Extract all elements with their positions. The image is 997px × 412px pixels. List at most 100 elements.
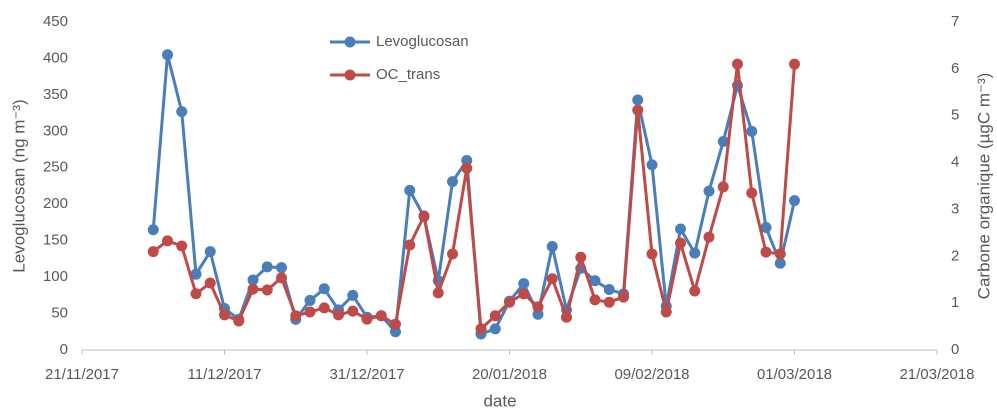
- point: [347, 305, 359, 317]
- point: [646, 159, 658, 171]
- point: [176, 240, 188, 252]
- point: [589, 275, 601, 287]
- x-tick-label: 21/03/2018: [899, 366, 974, 383]
- x-axis-label: date: [483, 391, 516, 410]
- y2-tick-label: 3: [951, 200, 959, 217]
- point: [760, 222, 772, 234]
- point: [732, 58, 743, 70]
- point: [304, 294, 316, 306]
- point: [318, 302, 330, 314]
- x-tick-label: 01/03/2018: [757, 366, 832, 383]
- point: [147, 224, 159, 236]
- point: [204, 277, 216, 289]
- point: [361, 313, 373, 325]
- y-tick-label: 450: [43, 13, 68, 30]
- point: [347, 289, 359, 301]
- point: [176, 106, 188, 118]
- point: [461, 162, 473, 174]
- point: [390, 318, 401, 330]
- point: [261, 284, 273, 296]
- point: [318, 283, 330, 295]
- y2-tick-label: 2: [951, 247, 959, 264]
- point: [432, 287, 444, 299]
- point: [689, 247, 701, 259]
- legend-marker: [344, 69, 356, 81]
- y-tick-label: 0: [60, 341, 68, 358]
- point: [675, 223, 686, 235]
- point: [162, 235, 173, 247]
- point: [390, 326, 401, 338]
- point: [746, 125, 758, 137]
- point: [276, 272, 287, 284]
- point: [575, 251, 587, 263]
- point: [404, 184, 416, 196]
- x-tick-label: 09/02/2018: [614, 366, 689, 383]
- point: [375, 310, 387, 322]
- point: [404, 239, 416, 251]
- point: [233, 315, 245, 327]
- y-tick-label: 350: [43, 86, 68, 103]
- point: [774, 257, 786, 269]
- point: [276, 262, 287, 274]
- point: [632, 104, 644, 116]
- point: [504, 296, 515, 308]
- y2-tick-label: 7: [951, 13, 959, 30]
- point: [789, 195, 800, 207]
- y-tick-label: 100: [43, 268, 68, 285]
- point: [717, 136, 729, 148]
- point: [489, 310, 501, 322]
- point: [190, 268, 202, 280]
- point: [447, 248, 458, 260]
- x-tick-label: 11/12/2017: [188, 366, 262, 383]
- point: [518, 278, 530, 290]
- point: [204, 246, 216, 258]
- point: [247, 283, 259, 295]
- point: [304, 306, 316, 318]
- point: [475, 323, 487, 335]
- x-tick-label: 20/01/2018: [472, 366, 547, 383]
- y-axis-label: Levoglucosan (ng m⁻³): [9, 99, 28, 272]
- point: [447, 176, 458, 188]
- point: [532, 301, 544, 313]
- y-tick-label: 200: [43, 195, 68, 212]
- point: [632, 94, 644, 106]
- y-tick-label: 400: [43, 49, 68, 66]
- point: [333, 309, 344, 321]
- point: [290, 310, 302, 322]
- point: [646, 248, 658, 260]
- point: [589, 294, 601, 306]
- point: [418, 210, 430, 222]
- y2-tick-label: 4: [951, 154, 959, 171]
- point: [147, 246, 159, 258]
- y2-axis-label: Carbone organique (µgC m⁻³): [974, 73, 993, 300]
- y2-tick-label: 1: [951, 294, 959, 311]
- point: [717, 181, 729, 193]
- y2-tick-label: 5: [951, 107, 959, 124]
- point: [546, 240, 558, 252]
- point: [703, 185, 715, 197]
- point: [518, 288, 530, 300]
- y-tick-label: 250: [43, 159, 68, 176]
- point: [561, 311, 572, 323]
- point: [760, 246, 772, 258]
- point: [489, 323, 501, 335]
- point: [190, 288, 202, 300]
- point: [703, 231, 715, 243]
- y-tick-label: 150: [43, 232, 68, 249]
- x-tick-label: 31/12/2017: [329, 366, 404, 383]
- point: [603, 284, 615, 296]
- point: [261, 261, 273, 273]
- point: [660, 306, 672, 318]
- point: [603, 296, 615, 308]
- legend-label: Levoglucosan: [376, 33, 469, 50]
- point: [689, 285, 701, 297]
- point: [746, 187, 758, 199]
- point: [162, 49, 173, 61]
- legend-label: OC_trans: [376, 66, 440, 83]
- y-tick-label: 50: [51, 305, 68, 322]
- point: [546, 273, 558, 285]
- x-tick-label: 21/11/2017: [45, 366, 119, 383]
- point: [675, 237, 686, 249]
- point: [247, 274, 259, 286]
